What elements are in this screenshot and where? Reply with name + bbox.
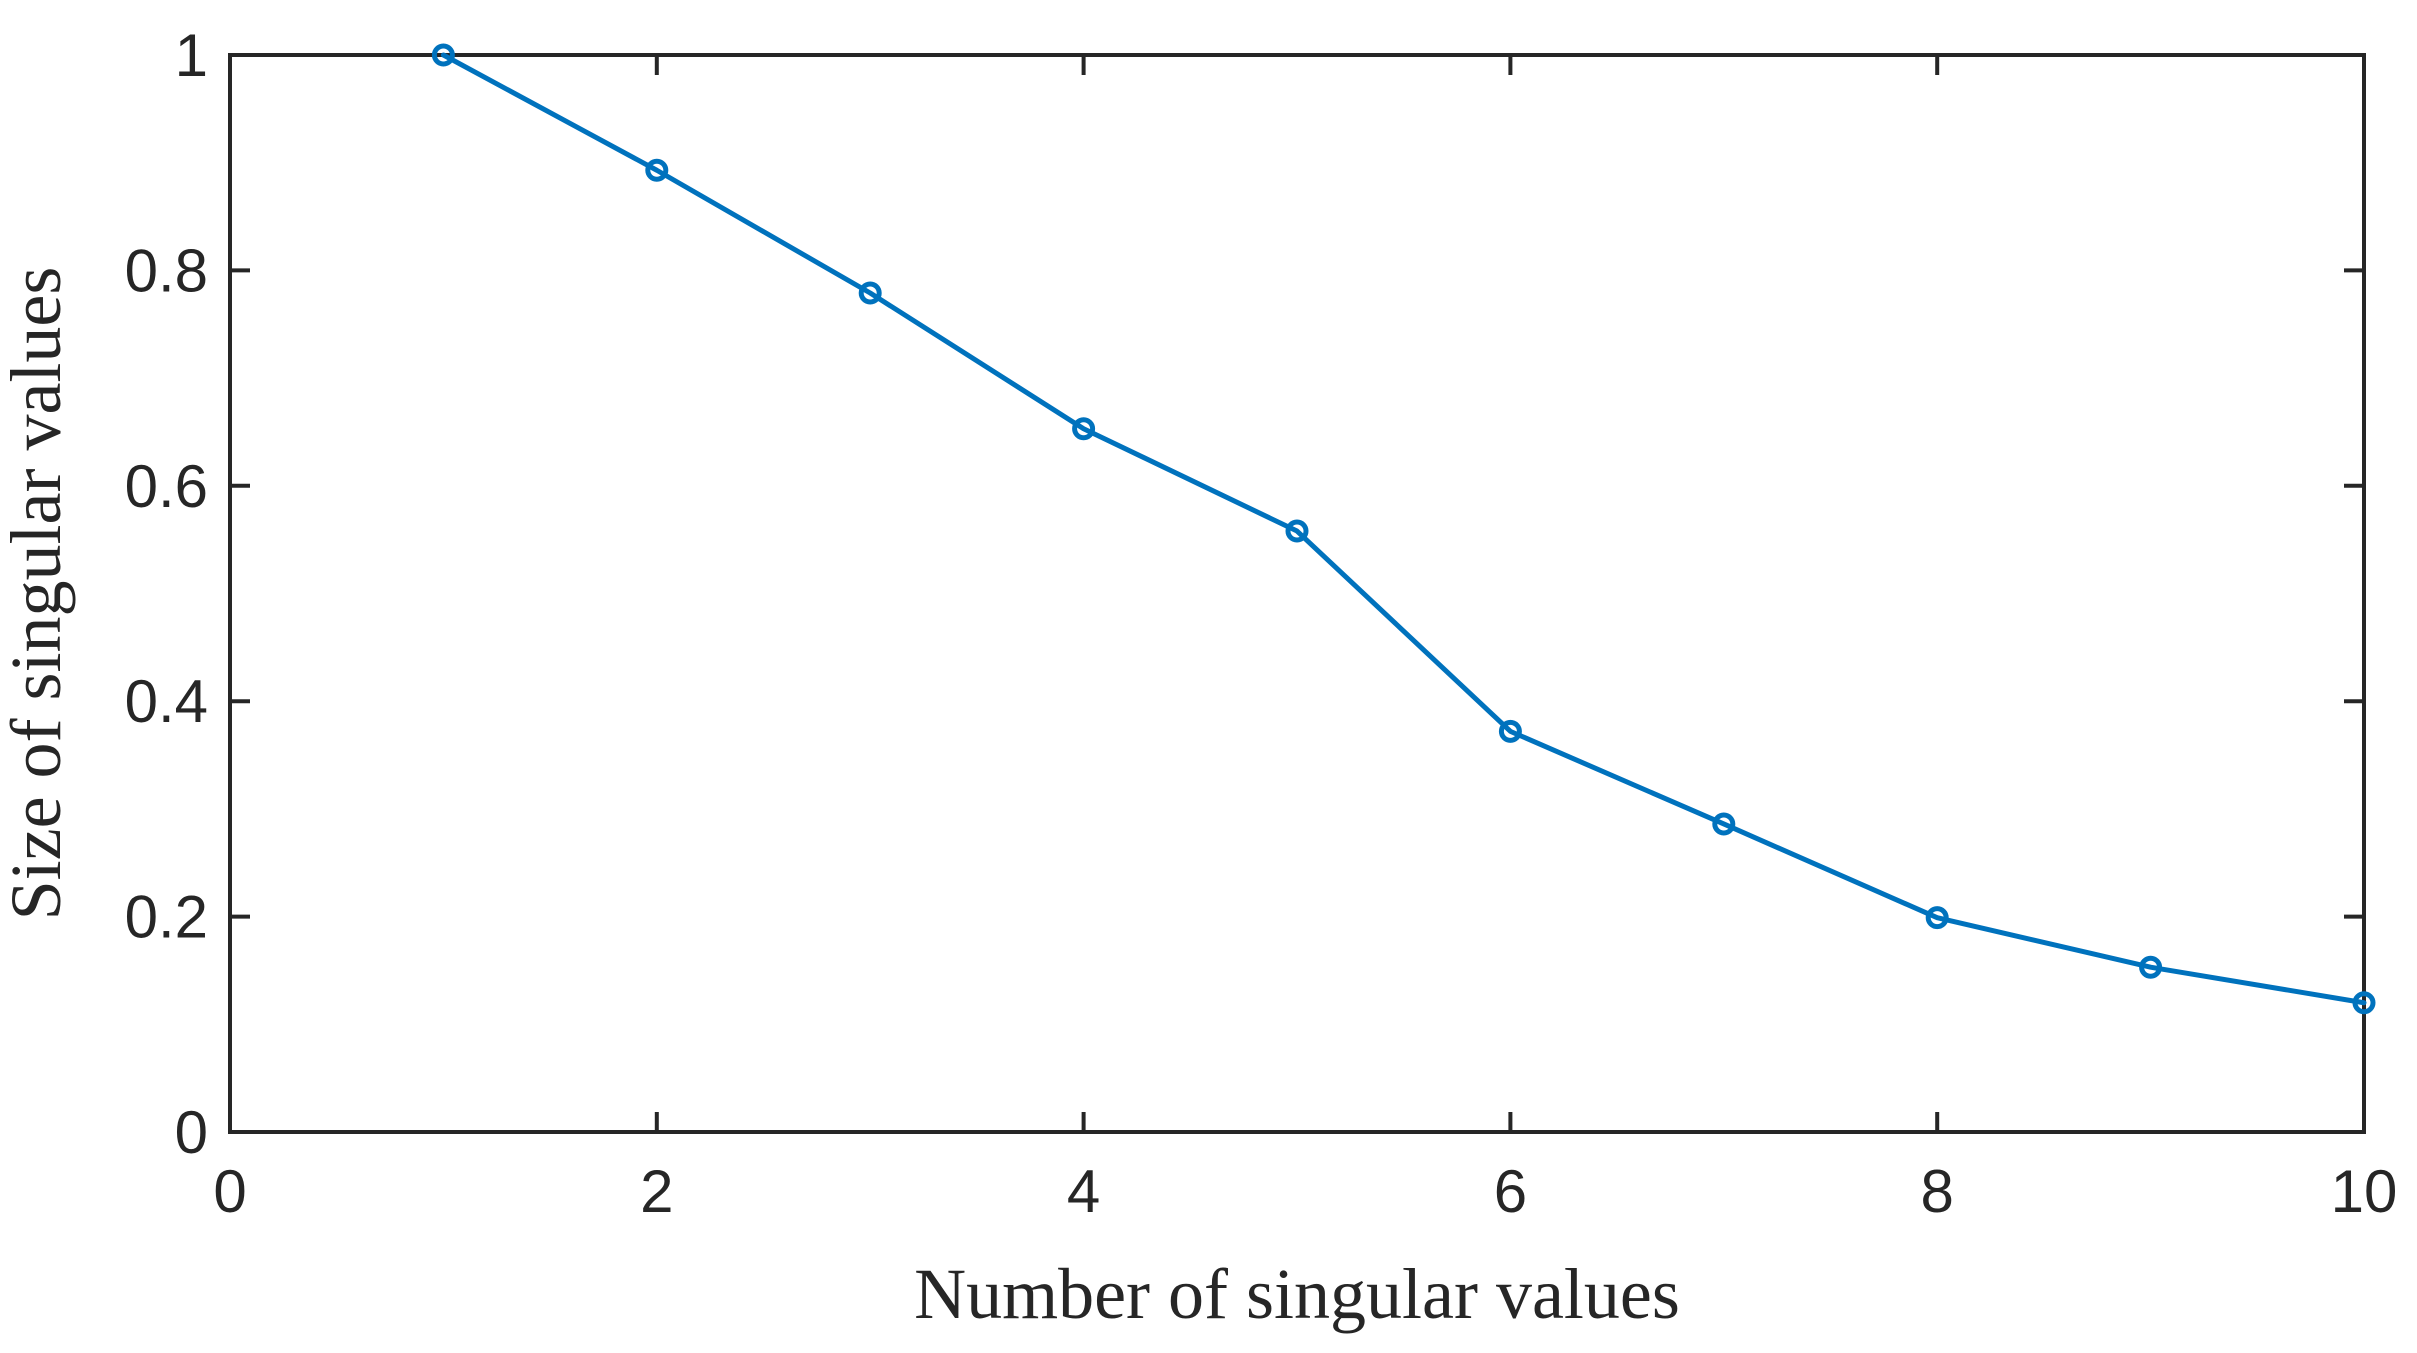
y-tick-label: 1	[175, 22, 208, 89]
data-point	[431, 43, 455, 67]
plot-area	[228, 53, 2366, 1134]
plot-frame	[228, 53, 2366, 1134]
data-point	[645, 158, 669, 182]
data-point	[858, 281, 882, 305]
data-point	[1498, 719, 1522, 743]
data-point	[2139, 955, 2163, 979]
series-line	[440, 52, 2367, 1006]
y-tick-label: 0.4	[125, 668, 208, 735]
x-axis-title: Number of singular values	[914, 1254, 1680, 1334]
x-tick-label: 2	[640, 1158, 673, 1225]
data-point	[1072, 417, 1096, 441]
y-axis: 0 0.2 0.4 0.6 0.8 1	[125, 22, 2364, 1166]
x-tick-label: 8	[1921, 1158, 1954, 1225]
x-tick-label: 6	[1494, 1158, 1527, 1225]
y-axis-title: Size of singular values	[0, 267, 76, 921]
data-point	[1285, 519, 1309, 543]
y-tick-label: 0.2	[125, 884, 208, 951]
data-point	[1925, 906, 1949, 930]
y-tick-label: 0.8	[125, 237, 208, 304]
x-tick-label: 4	[1067, 1158, 1100, 1225]
x-tick-label: 0	[213, 1158, 246, 1225]
y-tick-label: 0	[175, 1099, 208, 1166]
series-layer	[431, 43, 2376, 1015]
y-tick-label: 0.6	[125, 453, 208, 520]
data-point	[2352, 991, 2376, 1015]
data-point	[1712, 812, 1736, 836]
x-axis: 0 2 4 6 8 10	[213, 55, 2397, 1225]
x-tick-label: 10	[2331, 1158, 2398, 1225]
